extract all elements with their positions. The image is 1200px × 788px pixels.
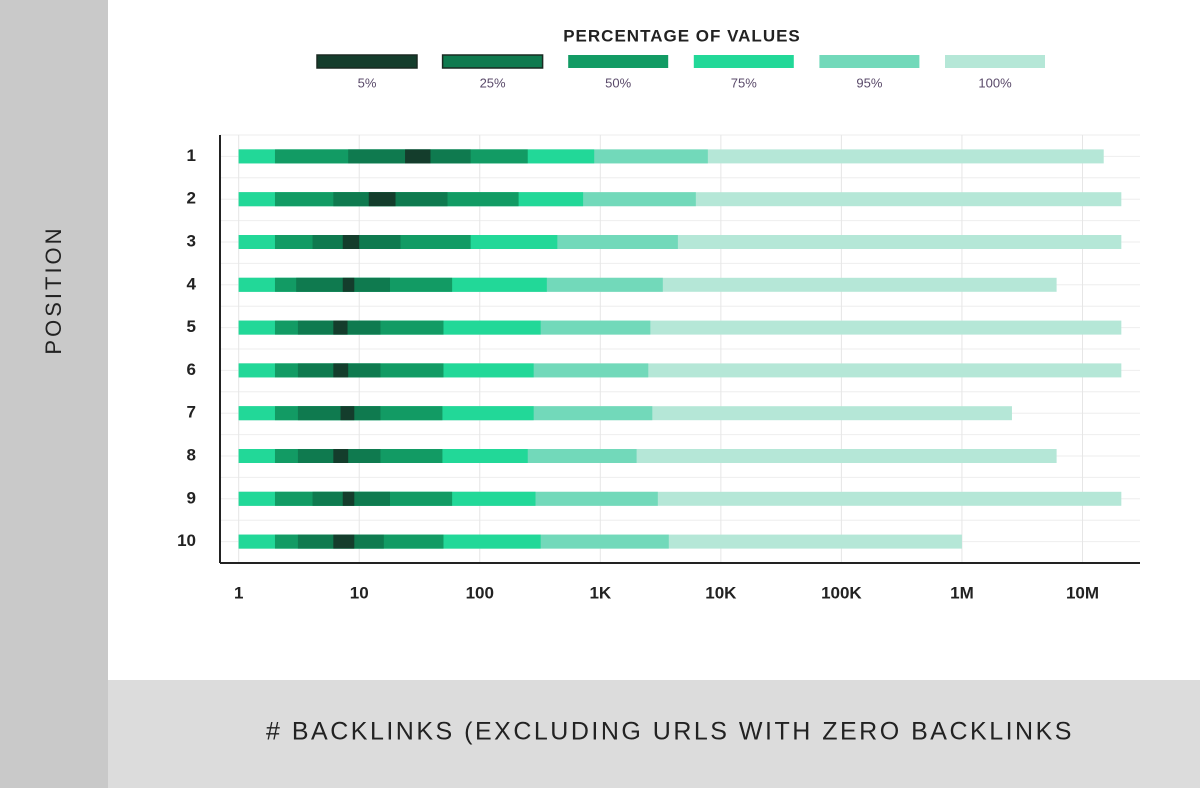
range-bar (333, 363, 349, 378)
range-bar (297, 406, 381, 421)
legend-label: 50% (605, 75, 631, 90)
y-tick-label: 3 (187, 231, 196, 250)
legend-label: 100% (978, 75, 1012, 90)
y-tick-label: 1 (187, 146, 196, 165)
legend-label: 75% (731, 75, 757, 90)
legend-swatch (693, 55, 794, 68)
y-tick-label: 7 (187, 403, 196, 422)
x-tick-label: 100K (821, 583, 862, 602)
y-tick-label: 6 (187, 360, 196, 379)
left-band (0, 0, 108, 788)
range-bar (405, 149, 431, 164)
legend-label: 25% (480, 75, 506, 90)
y-tick-label: 10 (177, 531, 196, 550)
x-tick-label: 1 (234, 583, 243, 602)
range-bar (342, 491, 355, 506)
y-axis-label: POSITION (41, 225, 66, 354)
y-tick-label: 2 (187, 189, 196, 208)
x-tick-label: 1K (589, 583, 611, 602)
legend-label: 95% (856, 75, 882, 90)
range-bar (333, 449, 349, 463)
bottom-band (108, 680, 1200, 788)
legend-swatch (945, 55, 1045, 68)
x-tick-label: 10K (705, 583, 737, 602)
legend-label: 5% (358, 75, 377, 90)
x-tick-label: 100 (466, 583, 494, 602)
legend-title: PERCENTAGE OF VALUES (563, 26, 801, 45)
y-tick-label: 9 (187, 488, 196, 507)
legend-swatch (316, 54, 418, 69)
range-bar (340, 406, 355, 421)
x-tick-label: 10 (350, 583, 369, 602)
range-bar (368, 192, 396, 207)
y-tick-label: 4 (187, 274, 197, 293)
legend-swatch (441, 54, 544, 69)
y-tick-label: 5 (187, 317, 196, 336)
range-bar (342, 235, 360, 249)
x-tick-label: 1M (950, 583, 974, 602)
y-tick-label: 8 (187, 445, 196, 464)
range-bar (333, 534, 355, 549)
range-bar (333, 320, 348, 335)
legend-swatch (819, 55, 920, 68)
legend-swatch (568, 55, 669, 68)
range-bar (342, 277, 355, 292)
x-axis-label: # BACKLINKS (EXCLUDING URLS WITH ZERO BA… (266, 718, 1074, 746)
x-tick-label: 10M (1066, 583, 1099, 602)
